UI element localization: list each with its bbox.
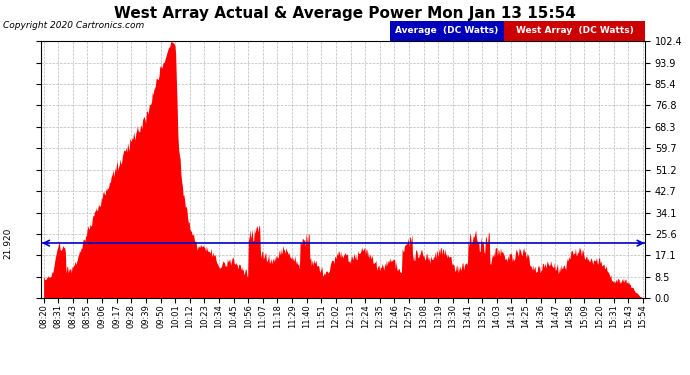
Text: West Array Actual & Average Power Mon Jan 13 15:54: West Array Actual & Average Power Mon Ja… xyxy=(114,6,576,21)
Text: West Array  (DC Watts): West Array (DC Watts) xyxy=(515,26,633,36)
Text: Average  (DC Watts): Average (DC Watts) xyxy=(395,26,498,36)
Text: Copyright 2020 Cartronics.com: Copyright 2020 Cartronics.com xyxy=(3,21,145,30)
Text: 21.920: 21.920 xyxy=(3,228,12,259)
